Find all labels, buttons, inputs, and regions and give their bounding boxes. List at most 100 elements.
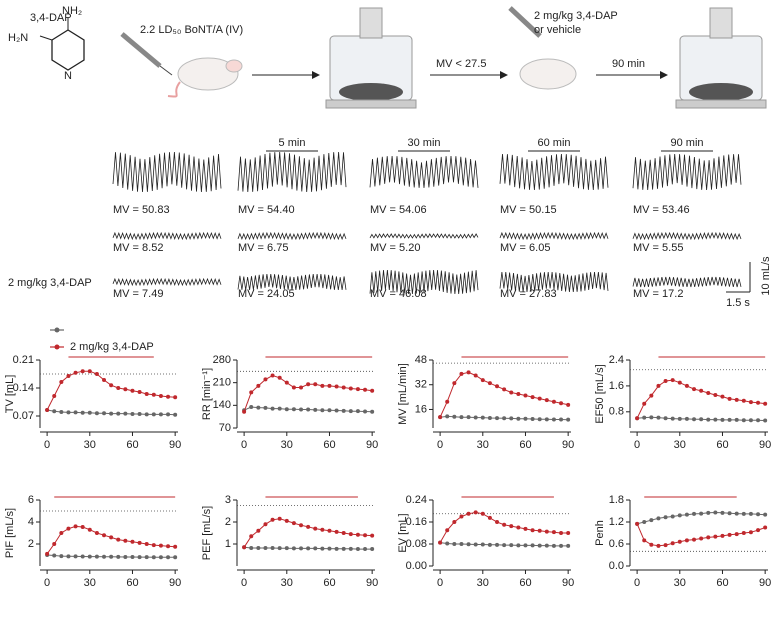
- x-tick-label: 60: [519, 577, 531, 589]
- data-point: [537, 417, 542, 422]
- data-point: [720, 533, 725, 538]
- x-tick-label: 0: [241, 577, 247, 589]
- trace: [237, 151, 347, 193]
- x-tick-label: 60: [323, 439, 335, 451]
- x-tick-label: 90: [366, 577, 378, 589]
- data-point: [334, 529, 339, 534]
- x-tick-label: 90: [169, 577, 181, 589]
- x-tick-label: 90: [562, 577, 574, 589]
- data-point: [256, 383, 261, 388]
- data-point: [566, 543, 571, 548]
- syringe: [508, 6, 542, 38]
- series-line: [46, 525, 176, 555]
- step-label: 2.2 LD₅₀ BoNT/A (IV): [140, 24, 243, 36]
- data-point: [741, 531, 746, 535]
- data-point: [59, 554, 64, 559]
- data-point: [270, 373, 275, 378]
- chamber-cap: [709, 7, 733, 39]
- data-point: [537, 528, 542, 533]
- data-point: [87, 369, 92, 374]
- data-point: [656, 543, 661, 548]
- data-point: [370, 547, 375, 552]
- data-point: [284, 546, 289, 551]
- data-point: [334, 546, 339, 551]
- trace: [632, 231, 742, 241]
- data-point: [137, 412, 142, 416]
- x-tick-label: 30: [477, 577, 489, 589]
- data-point: [642, 415, 647, 420]
- data-point: [80, 410, 85, 415]
- data-point: [445, 528, 450, 533]
- y-tick-label: 0.08: [406, 538, 427, 550]
- mv-label: MV = 24.05: [238, 288, 295, 300]
- series-line: [243, 518, 373, 548]
- data-point: [713, 392, 718, 397]
- data-point: [734, 511, 739, 516]
- mv-label: MV = 6.75: [238, 242, 288, 254]
- data-point: [263, 522, 268, 527]
- data-point: [80, 554, 85, 559]
- data-point: [80, 369, 85, 374]
- data-point: [763, 401, 768, 406]
- data-point: [137, 390, 142, 394]
- data-point: [706, 417, 711, 422]
- data-point: [748, 511, 753, 516]
- data-point: [320, 383, 325, 388]
- data-point: [306, 382, 311, 387]
- x-tick-label: 30: [281, 439, 293, 451]
- data-point: [173, 395, 178, 400]
- series-line: [439, 511, 569, 543]
- data-point: [734, 417, 739, 422]
- data-point: [502, 416, 507, 421]
- arrowhead: [500, 71, 508, 79]
- y-tick-label: 3: [225, 494, 231, 506]
- data-point: [123, 554, 128, 559]
- y-tick-label: 0.07: [13, 410, 34, 422]
- data-point: [173, 412, 178, 417]
- data-point: [320, 546, 325, 551]
- data-point: [263, 545, 268, 550]
- data-point: [123, 387, 128, 392]
- data-point: [59, 410, 64, 414]
- data-point: [649, 393, 654, 398]
- data-point: [348, 532, 353, 537]
- data-point: [123, 538, 128, 543]
- step-label: or vehicle: [534, 24, 581, 36]
- data-point: [116, 537, 121, 542]
- chamber-cap: [359, 7, 383, 39]
- data-point: [151, 543, 156, 548]
- data-point: [516, 543, 521, 548]
- data-point: [692, 387, 697, 392]
- mv-label: MV = 5.20: [370, 242, 420, 254]
- data-point: [635, 416, 640, 421]
- data-point: [473, 510, 478, 515]
- mv-label: MV = 50.15: [500, 204, 557, 216]
- data-point: [530, 528, 535, 533]
- y-tick-label: 210: [213, 377, 231, 389]
- data-point: [663, 416, 668, 421]
- y-tick-label: 2.4: [609, 354, 624, 366]
- data-point: [741, 418, 746, 423]
- data-point: [706, 535, 711, 540]
- data-point: [151, 555, 156, 560]
- data-point: [284, 407, 289, 412]
- data-point: [144, 542, 149, 546]
- trace: [499, 231, 609, 241]
- data-point: [502, 522, 507, 527]
- data-point: [692, 511, 697, 516]
- data-point: [452, 542, 457, 546]
- data-point: [663, 543, 668, 548]
- trace: [369, 233, 479, 239]
- data-point: [706, 510, 711, 515]
- data-point: [166, 412, 171, 417]
- data-point: [559, 543, 564, 548]
- mv-label: MV = 54.06: [370, 204, 427, 216]
- data-point: [459, 371, 464, 376]
- data-point: [327, 546, 332, 551]
- mv-label: MV = 8.52: [113, 242, 163, 254]
- data-point: [137, 555, 142, 560]
- trace: [632, 153, 742, 191]
- data-point: [480, 415, 485, 420]
- data-point: [151, 392, 156, 397]
